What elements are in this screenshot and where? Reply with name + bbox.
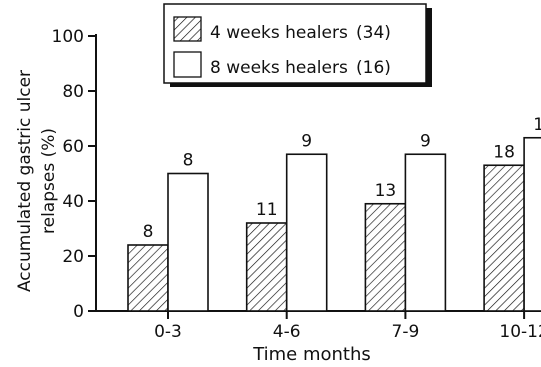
data-label-8-weeks: 10 bbox=[533, 115, 541, 135]
bar-8-weeks bbox=[285, 153, 328, 312]
bar-4-weeks bbox=[245, 222, 288, 312]
y-tick-label: 60 bbox=[62, 137, 84, 157]
y-tick-label: 20 bbox=[62, 247, 84, 267]
data-label-4-weeks: 11 bbox=[256, 200, 278, 220]
legend-label-8-weeks: 8 weeks healers bbox=[210, 58, 348, 78]
x-tick-label: 4-6 bbox=[273, 322, 301, 342]
bar-8-weeks bbox=[523, 136, 541, 312]
bar-4-weeks bbox=[364, 202, 407, 312]
legend-count-4-weeks: (34) bbox=[356, 23, 391, 43]
y-axis-label: Accumulated gastric ulcer relapses (%) bbox=[15, 70, 59, 292]
bar-8-weeks bbox=[167, 172, 209, 312]
legend-swatch-4-weeks bbox=[173, 16, 202, 42]
x-tick-label: 7-9 bbox=[392, 322, 420, 342]
x-axis-label: Time months bbox=[252, 344, 371, 365]
y-tick-label: 100 bbox=[52, 27, 84, 47]
y-tick-label: 0 bbox=[73, 302, 84, 322]
legend-swatch-8-weeks bbox=[173, 51, 202, 78]
y-axis-label-line-1: Accumulated gastric ulcer bbox=[15, 70, 35, 292]
bar-4-weeks bbox=[483, 164, 525, 312]
legend-box bbox=[163, 3, 427, 84]
data-label-8-weeks: 9 bbox=[420, 131, 431, 151]
legend-label-4-weeks: 4 weeks healers bbox=[210, 23, 348, 43]
data-label-8-weeks: 8 bbox=[183, 151, 194, 171]
y-axis-label-line-2: relapses (%) bbox=[39, 128, 59, 234]
bar-8-weeks bbox=[404, 153, 447, 312]
y-tick-label: 40 bbox=[62, 192, 84, 212]
data-label-4-weeks: 18 bbox=[493, 142, 515, 162]
data-label-4-weeks: 13 bbox=[375, 181, 397, 201]
y-ticks: 0 20 40 60 80 100 bbox=[52, 27, 96, 322]
bars: 8 8 11 9 13 9 18 10 bbox=[127, 115, 541, 312]
x-tick-label: 0-3 bbox=[154, 322, 182, 342]
x-tick-label: 10-12 bbox=[499, 322, 541, 342]
legend-count-8-weeks: (16) bbox=[356, 58, 391, 78]
data-label-8-weeks: 9 bbox=[301, 131, 312, 151]
y-tick-label: 80 bbox=[62, 82, 84, 102]
bar-4-weeks bbox=[127, 244, 169, 312]
legend: 4 weeks healers (34) 8 weeks healers (16… bbox=[163, 3, 432, 87]
data-label-4-weeks: 8 bbox=[143, 222, 154, 242]
x-ticks: 0-3 4-6 7-9 10-12 bbox=[154, 311, 541, 342]
